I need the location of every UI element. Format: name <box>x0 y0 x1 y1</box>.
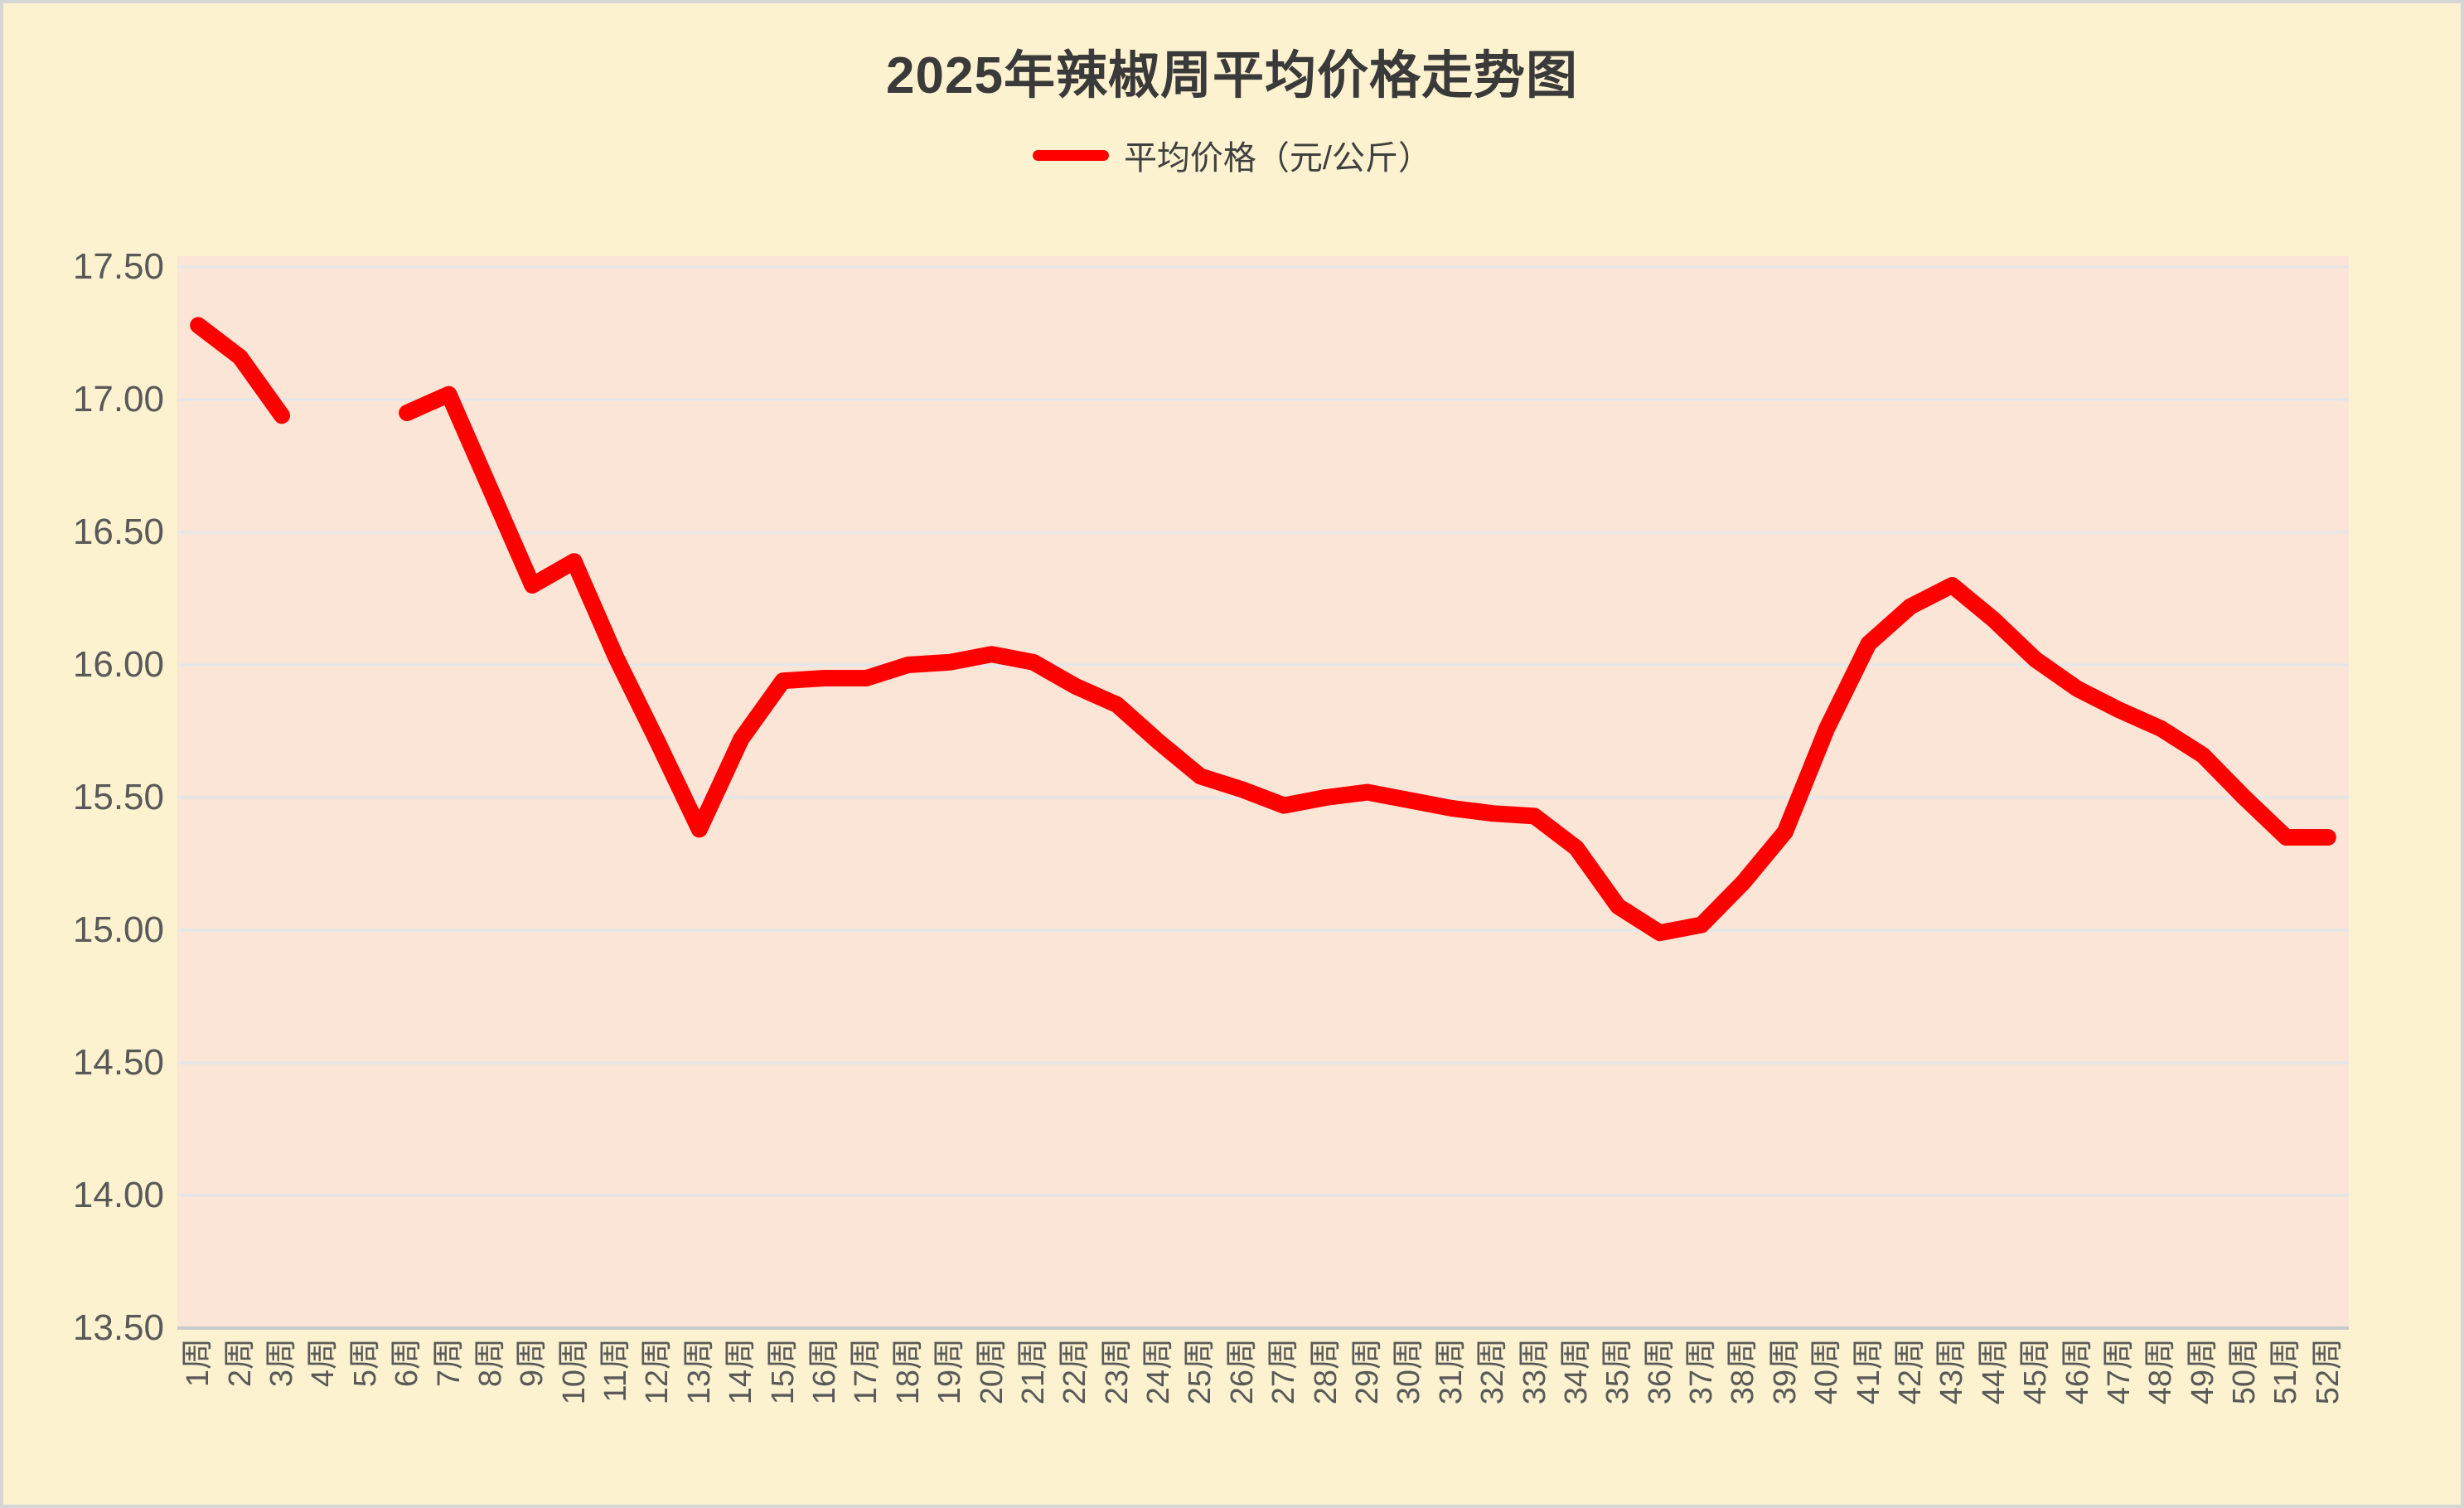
x-tick-label: 50周 <box>2227 1338 2262 1405</box>
x-tick-label: 42周 <box>1893 1338 1928 1405</box>
x-tick-label: 38周 <box>1726 1338 1761 1405</box>
gridlines <box>177 265 2349 1197</box>
x-tick-label: 40周 <box>1809 1338 1845 1405</box>
x-tick-label: 12周 <box>640 1338 675 1405</box>
x-tick-label: 52周 <box>2310 1338 2345 1405</box>
y-tick-label: 14.00 <box>72 1175 164 1215</box>
x-tick-label: 51周 <box>2268 1338 2304 1405</box>
x-tick-label: 43周 <box>1934 1338 1970 1405</box>
x-tick-label: 13周 <box>681 1338 717 1405</box>
x-tick-label: 9周 <box>515 1338 550 1388</box>
x-tick-label: 4周 <box>306 1338 341 1388</box>
y-tick-label: 16.50 <box>72 512 164 552</box>
legend-label: 平均价格（元/公斤） <box>1123 140 1432 177</box>
x-tick-label: 29周 <box>1350 1338 1385 1405</box>
x-tick-label: 45周 <box>2018 1338 2054 1405</box>
x-tick-label: 47周 <box>2101 1338 2137 1405</box>
x-tick-label: 46周 <box>2060 1338 2095 1405</box>
x-tick-label: 31周 <box>1433 1338 1469 1405</box>
x-tick-label: 1周 <box>181 1338 216 1388</box>
x-tick-label: 17周 <box>849 1338 884 1405</box>
chart-title: 2025年辣椒周平均价格走势图 <box>886 47 1578 104</box>
x-tick-label: 10周 <box>556 1338 592 1405</box>
x-tick-label: 14周 <box>724 1338 759 1405</box>
x-tick-label: 19周 <box>932 1338 968 1405</box>
x-tick-label: 33周 <box>1517 1338 1552 1405</box>
x-tick-label: 3周 <box>264 1338 299 1388</box>
x-tick-label: 35周 <box>1600 1338 1636 1405</box>
y-tick-label: 14.50 <box>72 1042 164 1083</box>
x-tick-label: 2周 <box>222 1338 258 1388</box>
x-tick-label: 49周 <box>2185 1338 2220 1405</box>
y-tick-label: 15.00 <box>72 909 164 950</box>
y-tick-label: 13.50 <box>72 1307 164 1348</box>
x-tick-label: 11周 <box>598 1338 633 1403</box>
x-tick-label: 6周 <box>390 1338 425 1388</box>
x-tick-label: 18周 <box>890 1338 926 1405</box>
x-tick-label: 15周 <box>765 1338 801 1405</box>
x-tick-label: 27周 <box>1266 1338 1302 1405</box>
legend: 平均价格（元/公斤） <box>0 131 2464 179</box>
y-tick-label: 17.50 <box>72 246 164 287</box>
x-tick-label: 26周 <box>1224 1338 1260 1405</box>
x-tick-label: 34周 <box>1558 1338 1594 1405</box>
x-tick-label: 44周 <box>1976 1338 2011 1405</box>
y-tick-label: 16.00 <box>72 644 164 685</box>
x-tick-label: 32周 <box>1475 1338 1511 1405</box>
x-tick-label: 30周 <box>1392 1338 1427 1405</box>
x-tick-label: 39周 <box>1767 1338 1803 1405</box>
y-tick-label: 15.50 <box>72 777 164 817</box>
x-tick-label: 8周 <box>472 1338 508 1388</box>
x-tick-label: 41周 <box>1851 1338 1886 1405</box>
price-line <box>190 317 2336 942</box>
x-tick-label: 5周 <box>347 1338 383 1388</box>
x-tick-label: 7周 <box>431 1338 467 1388</box>
x-tick-label: 23周 <box>1099 1338 1135 1405</box>
x-tick-label: 28周 <box>1308 1338 1343 1405</box>
x-tick-label: 22周 <box>1058 1338 1093 1405</box>
y-tick-label: 17.00 <box>72 379 164 419</box>
x-tick-label: 48周 <box>2143 1338 2179 1405</box>
x-tick-label: 25周 <box>1183 1338 1218 1405</box>
x-tick-label: 20周 <box>974 1338 1009 1405</box>
legend-line-swatch <box>1032 149 1109 161</box>
x-tick-label: 16周 <box>807 1338 842 1405</box>
x-tick-label: 21周 <box>1015 1338 1051 1405</box>
x-tick-label: 36周 <box>1642 1338 1677 1405</box>
x-tick-label: 37周 <box>1684 1338 1719 1405</box>
x-tick-label: 24周 <box>1141 1338 1176 1405</box>
